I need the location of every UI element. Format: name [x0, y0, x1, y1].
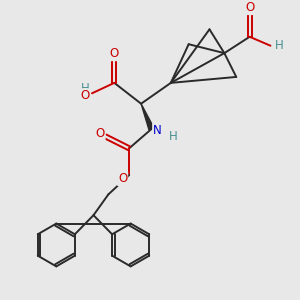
- Text: H: H: [274, 39, 283, 52]
- Text: O: O: [245, 1, 254, 14]
- Text: O: O: [80, 89, 89, 102]
- Polygon shape: [141, 104, 154, 130]
- Text: H: H: [169, 130, 177, 143]
- Text: N: N: [153, 124, 162, 137]
- Text: H: H: [81, 82, 90, 95]
- Text: O: O: [118, 172, 127, 185]
- Text: O: O: [110, 47, 119, 60]
- Text: O: O: [95, 127, 105, 140]
